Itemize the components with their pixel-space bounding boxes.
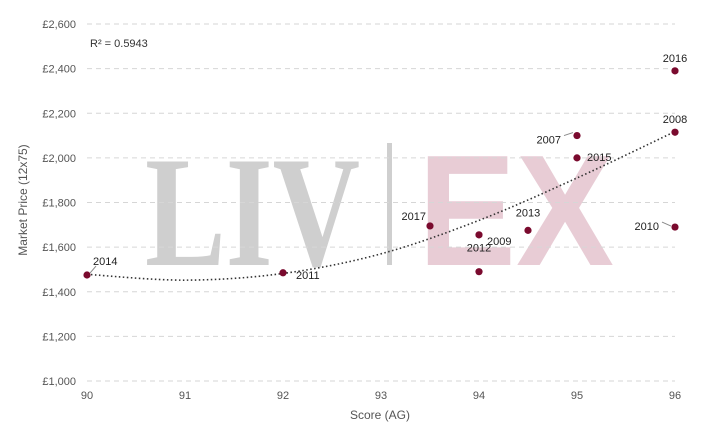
point-label: 2017 [402,211,426,223]
y-tick-label: £1,600 [42,242,76,254]
point-label: 2015 [587,152,611,164]
data-point [475,268,483,276]
data-point [279,269,287,277]
data-point [573,131,581,140]
point-label: 2012 [467,243,491,255]
x-tick-label: 93 [375,390,387,402]
data-point [671,128,679,136]
watermark-ex: EX [418,123,614,299]
y-axis-ticks: £1,000 £1,200 £1,400 £1,600 £1,800 £2,000 £2,2… [42,19,76,388]
data-point [83,271,91,279]
point-label: 2008 [663,114,687,126]
y-tick-label: £1,800 [42,198,76,210]
data-points [83,67,679,279]
x-tick-label: 94 [473,390,485,402]
point-label: 2010 [635,221,659,233]
trendline [86,130,676,281]
leader-line [563,132,574,137]
data-point [671,223,679,231]
y-tick-label: £1,200 [42,331,76,343]
data-point [671,67,679,75]
x-tick-label: 95 [571,390,583,402]
data-point [573,154,581,162]
x-axis-title: Score (AG) [350,408,410,422]
y-tick-label: £1,400 [42,287,76,299]
x-tick-label: 90 [81,390,93,402]
point-label: 2007 [537,135,561,147]
watermark-liv: LIV [145,125,360,300]
x-tick-label: 92 [277,390,289,402]
y-tick-label: £1,000 [42,376,76,388]
x-tick-label: 96 [669,390,681,402]
watermark-divider [387,143,392,265]
r-squared-label: R² = 0.5943 [90,38,148,50]
x-tick-label: 91 [179,390,191,402]
point-label: 2016 [663,53,687,65]
watermark: LIV EX [145,123,614,300]
point-label: 2014 [93,256,117,268]
point-label: 2013 [516,207,540,219]
data-point [524,226,532,234]
leader-line [89,265,97,274]
y-axis-title: Market Price (12x75) [16,144,30,255]
point-label: 2011 [296,270,320,282]
y-tick-label: £2,200 [42,108,76,120]
y-tick-label: £2,400 [42,64,76,76]
data-point [475,231,483,239]
data-point [426,222,434,230]
point-label: 2009 [487,236,511,248]
leader-line [661,221,672,227]
y-tick-label: £2,600 [42,19,76,31]
y-tick-label: £2,000 [42,153,76,165]
x-axis-ticks: 90 91 92 93 94 95 96 [81,390,681,402]
